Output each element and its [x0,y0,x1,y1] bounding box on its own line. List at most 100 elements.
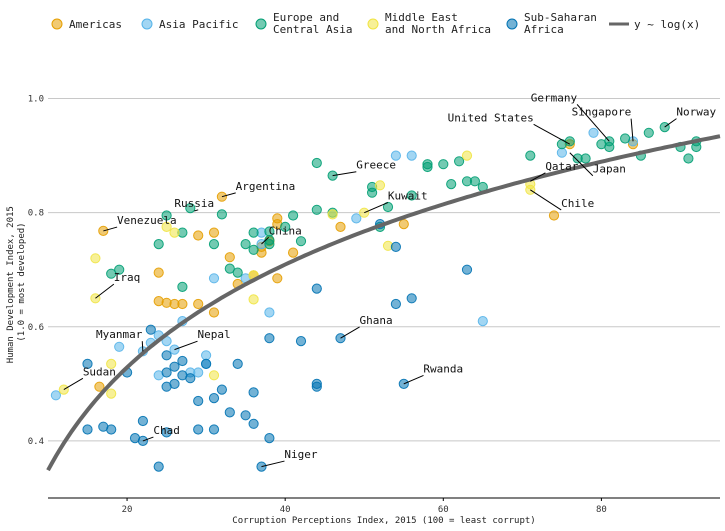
annotation-leader [174,340,198,351]
y-axis-label: Human Development Index, 2015 (1.0 = mos… [6,201,27,364]
data-point-americas [208,307,220,318]
annotation-leader [530,172,546,182]
annotation-leader [630,118,634,142]
data-point-europe [208,239,220,250]
gridlines [48,98,720,442]
data-point-americas [98,225,109,236]
data-point-asia [351,213,362,224]
trend-line [46,134,721,472]
data-point-europe [683,153,694,164]
x-tick-label: 40 [280,505,291,515]
data-point-ssa [201,358,212,369]
data-point-ssa [406,293,417,304]
data-point-europe [153,239,164,250]
annotation-leader [529,189,562,211]
data-point-ssa [390,241,401,252]
data-point-americas [288,247,299,258]
data-point-mena [374,180,386,191]
data-point-americas [398,219,409,230]
annotation-leader [194,209,199,212]
data-point-europe [295,236,307,247]
legend-label: and North Africa [385,23,491,36]
data-point-asia [390,150,401,161]
data-point-ssa [82,424,93,435]
data-point-americas [94,381,105,392]
annotation-label: Nepal [197,328,230,341]
annotation-label: Sudan [83,365,116,378]
data-point-mena [327,209,338,220]
data-point-europe [422,161,433,173]
data-point-ssa [161,350,172,361]
annotation-label: Russia [174,197,214,210]
data-point-mena [90,293,101,304]
data-point-europe [367,187,378,198]
data-point-ssa [216,384,227,395]
data-points [50,122,702,472]
data-point-ssa [224,407,235,418]
annotation-leader [261,236,270,245]
data-point-mena [461,150,473,161]
data-point-ssa [264,433,275,444]
data-point-europe [525,150,536,161]
data-point-europe [177,281,188,292]
annotation-label: United States [448,111,534,124]
data-point-americas [177,298,188,310]
data-point-ssa [232,358,243,369]
data-point-ssa [153,461,164,472]
data-point-ssa [193,395,204,407]
data-point-ssa [145,324,156,335]
annotation-leader [569,152,594,177]
data-point-ssa [311,381,322,392]
data-point-europe [438,159,449,170]
data-point-ssa [169,361,180,372]
annotation-label: Japan [593,163,626,176]
data-point-europe [216,209,227,220]
data-point-ssa [185,373,196,384]
data-point-ssa [461,264,473,275]
data-point-europe [446,179,457,190]
data-point-americas [272,273,283,284]
data-point-ssa [390,298,401,310]
data-point-ssa [137,415,148,427]
data-point-ssa [161,427,172,438]
data-point-ssa [169,378,180,389]
data-point-ssa [106,424,117,435]
data-point-ssa [311,283,322,294]
legend-swatch-mena [367,18,379,30]
data-point-ssa [177,355,188,367]
annotation-label: Rwanda [423,362,463,375]
y-axis-ticks: 0.4 0.6 0.8 1.0 [28,95,44,447]
data-point-americas [224,252,235,263]
annotation-label: Germany [531,91,578,104]
data-point-europe [469,176,480,187]
legend-label: Central Asia [273,23,352,36]
legend-swatch-americas [51,18,63,30]
data-point-mena [161,221,172,232]
data-point-asia [406,150,417,161]
x-tick-label: 80 [596,505,607,515]
legend-label: Americas [69,18,122,31]
y-axis-label-line: (1.0 = most developed) [17,222,27,341]
data-point-ssa [248,418,259,429]
data-point-ssa [295,336,307,347]
legend-swatch-europe [255,18,267,30]
data-point-americas [193,230,204,241]
annotation-label: Qatar [545,160,578,173]
annotation-leader [364,202,389,214]
data-point-asia [193,367,204,378]
annotation-leader [664,118,677,128]
data-point-ssa [193,424,204,435]
annotation-label: Iraq [114,271,141,284]
data-point-europe [580,153,591,164]
data-point-europe [643,127,654,138]
data-point-asia [556,147,568,158]
data-point-mena [58,384,69,395]
data-point-ssa [82,358,93,369]
data-point-asia [588,127,599,138]
annotation-leader [103,226,118,232]
country-annotations: Venezuela Russia Argentina Greece Kuwait Chin… [63,91,717,468]
data-point-ssa [248,387,259,398]
data-point-europe [240,239,251,250]
data-point-europe [382,201,394,213]
